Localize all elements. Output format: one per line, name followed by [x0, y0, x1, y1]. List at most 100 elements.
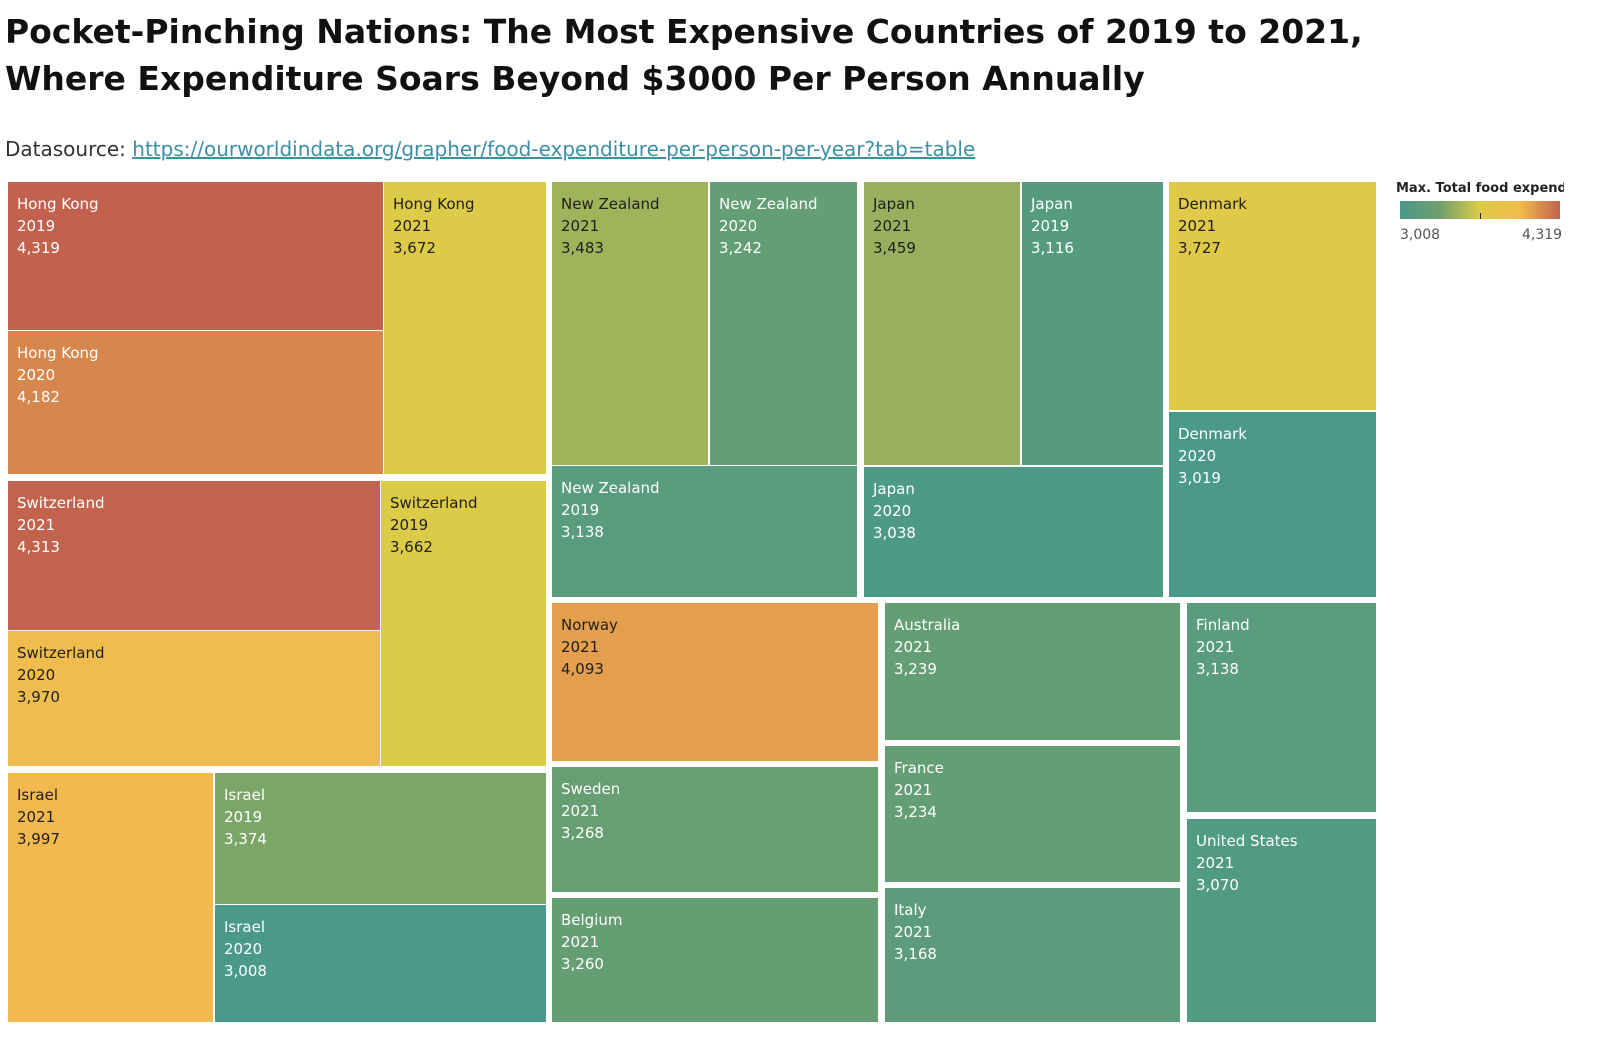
cell-year-label: 2020	[873, 502, 911, 520]
cell-country-label: Japan	[1030, 195, 1073, 213]
cell-year-label: 2019	[224, 808, 262, 826]
treemap-cell-switzerland-2020[interactable]: Switzerland 2020 3,970	[8, 631, 380, 766]
cell-value-label: 3,138	[1196, 660, 1239, 678]
treemap-cell-united-states-2021[interactable]: United States 2021 3,070	[1187, 819, 1376, 1022]
color-legend: Max. Total food expend.. 3,008 4,319	[1396, 181, 1566, 243]
cell-country-label: United States	[1196, 832, 1298, 850]
cell-year-label: 2019	[17, 217, 55, 235]
cell-country-label: Hong Kong	[17, 195, 99, 213]
cell-country-label: Denmark	[1178, 195, 1247, 213]
treemap-cell-israel-2021[interactable]: Israel 2021 3,997	[8, 773, 213, 1022]
cell-country-label: Japan	[872, 480, 915, 498]
treemap-rect[interactable]	[552, 466, 857, 597]
cell-value-label: 3,038	[873, 524, 916, 542]
legend-title: Max. Total food expend..	[1396, 181, 1564, 196]
treemap-rect[interactable]	[885, 888, 1180, 1022]
treemap-cell-new-zealand-2021[interactable]: New Zealand 2021 3,483	[552, 182, 708, 465]
treemap-rect[interactable]	[885, 603, 1180, 740]
treemap-rect[interactable]	[1187, 603, 1376, 812]
treemap-cell-new-zealand-2019[interactable]: New Zealand 2019 3,138	[552, 466, 857, 597]
treemap-rect[interactable]	[1169, 412, 1376, 597]
treemap-cell-italy-2021[interactable]: Italy 2021 3,168	[885, 888, 1180, 1022]
treemap-cell-hong-kong-2021[interactable]: Hong Kong 2021 3,672	[384, 182, 546, 474]
cell-country-label: New Zealand	[561, 479, 660, 497]
treemap-rect[interactable]	[552, 767, 878, 892]
treemap-cell-belgium-2021[interactable]: Belgium 2021 3,260	[552, 898, 878, 1022]
datasource-link[interactable]: https://ourworldindata.org/grapher/food-…	[132, 137, 976, 161]
cell-value-label: 3,727	[1178, 239, 1221, 257]
legend-max-label: 4,319	[1522, 227, 1563, 243]
treemap-cell-finland-2021[interactable]: Finland 2021 3,138	[1187, 603, 1376, 812]
treemap-cell-israel-2019[interactable]: Israel 2019 3,374	[215, 773, 546, 904]
legend-min-label: 3,008	[1400, 227, 1441, 243]
cell-value-label: 4,319	[17, 239, 60, 257]
treemap-rect[interactable]	[1169, 182, 1376, 410]
cell-year-label: 2019	[390, 516, 428, 534]
treemap-cell-denmark-2021[interactable]: Denmark 2021 3,727	[1169, 182, 1376, 410]
cell-country-label: Switzerland	[17, 644, 105, 662]
treemap-cell-switzerland-2021[interactable]: Switzerland 2021 4,313	[8, 481, 380, 630]
treemap-rect[interactable]	[1187, 819, 1376, 1022]
cell-year-label: 2021	[1196, 854, 1234, 872]
treemap-cell-hong-kong-2019[interactable]: Hong Kong 2019 4,319	[8, 182, 383, 330]
treemap-rect[interactable]	[885, 746, 1180, 882]
cell-value-label: 3,168	[894, 945, 937, 963]
treemap-cell-japan-2019[interactable]: Japan 2019 3,116	[1022, 182, 1163, 465]
cell-country-label: New Zealand	[719, 195, 818, 213]
cell-value-label: 3,070	[1196, 876, 1239, 894]
treemap-rect[interactable]	[215, 905, 546, 1022]
cell-value-label: 3,008	[224, 962, 267, 980]
treemap-cell-israel-2020[interactable]: Israel 2020 3,008	[215, 905, 546, 1022]
treemap-cell-japan-2020[interactable]: Japan 2020 3,038	[864, 467, 1163, 597]
treemap-cell-japan-2021[interactable]: Japan 2021 3,459	[864, 182, 1020, 465]
treemap-rect[interactable]	[864, 467, 1163, 597]
cell-country-label: Hong Kong	[393, 195, 475, 213]
treemap-rect[interactable]	[215, 773, 546, 904]
cell-value-label: 3,138	[561, 523, 604, 541]
cell-country-label: Norway	[561, 616, 618, 634]
cell-year-label: 2021	[17, 808, 55, 826]
cell-country-label: Israel	[224, 786, 265, 804]
cell-year-label: 2021	[873, 217, 911, 235]
cell-year-label: 2020	[719, 217, 757, 235]
treemap-rect[interactable]	[381, 481, 546, 766]
treemap-rect[interactable]	[864, 182, 1020, 465]
treemap-rect[interactable]	[8, 481, 380, 630]
cell-country-label: Hong Kong	[17, 344, 99, 362]
cell-year-label: 2019	[561, 501, 599, 519]
treemap-rect[interactable]	[710, 182, 857, 465]
treemap-cell-new-zealand-2020[interactable]: New Zealand 2020 3,242	[710, 182, 857, 465]
cell-country-label: New Zealand	[561, 195, 660, 213]
datasource-line: Datasource: https://ourworldindata.org/g…	[5, 135, 975, 163]
treemap-cell-sweden-2021[interactable]: Sweden 2021 3,268	[552, 767, 878, 892]
cell-country-label: Switzerland	[17, 494, 105, 512]
treemap-cell-switzerland-2019[interactable]: Switzerland 2019 3,662	[381, 481, 546, 766]
treemap-rect[interactable]	[1022, 182, 1163, 465]
treemap-rect[interactable]	[8, 631, 380, 766]
treemap-rect[interactable]	[552, 603, 878, 761]
cell-year-label: 2020	[17, 666, 55, 684]
cell-year-label: 2021	[393, 217, 431, 235]
treemap-rect[interactable]	[8, 331, 383, 474]
treemap-rect[interactable]	[8, 773, 213, 1022]
cell-year-label: 2021	[894, 923, 932, 941]
cell-year-label: 2020	[1178, 447, 1216, 465]
treemap-cell-france-2021[interactable]: France 2021 3,234	[885, 746, 1180, 882]
cell-year-label: 2021	[561, 933, 599, 951]
treemap-rect[interactable]	[552, 182, 708, 465]
cell-year-label: 2021	[17, 516, 55, 534]
treemap-cell-hong-kong-2020[interactable]: Hong Kong 2020 4,182	[8, 331, 383, 474]
treemap-rect[interactable]	[552, 898, 878, 1022]
cell-country-label: Australia	[894, 616, 960, 634]
treemap-rect[interactable]	[8, 182, 383, 330]
cell-year-label: 2021	[1178, 217, 1216, 235]
cell-year-label: 2020	[224, 940, 262, 958]
cell-year-label: 2021	[561, 802, 599, 820]
cell-country-label: Italy	[894, 901, 927, 919]
cell-value-label: 3,242	[719, 239, 762, 257]
treemap-cell-australia-2021[interactable]: Australia 2021 3,239	[885, 603, 1180, 740]
treemap-cell-norway-2021[interactable]: Norway 2021 4,093	[552, 603, 878, 761]
cell-country-label: Finland	[1196, 616, 1250, 634]
treemap-rect[interactable]	[384, 182, 546, 474]
treemap-cell-denmark-2020[interactable]: Denmark 2020 3,019	[1169, 412, 1376, 597]
